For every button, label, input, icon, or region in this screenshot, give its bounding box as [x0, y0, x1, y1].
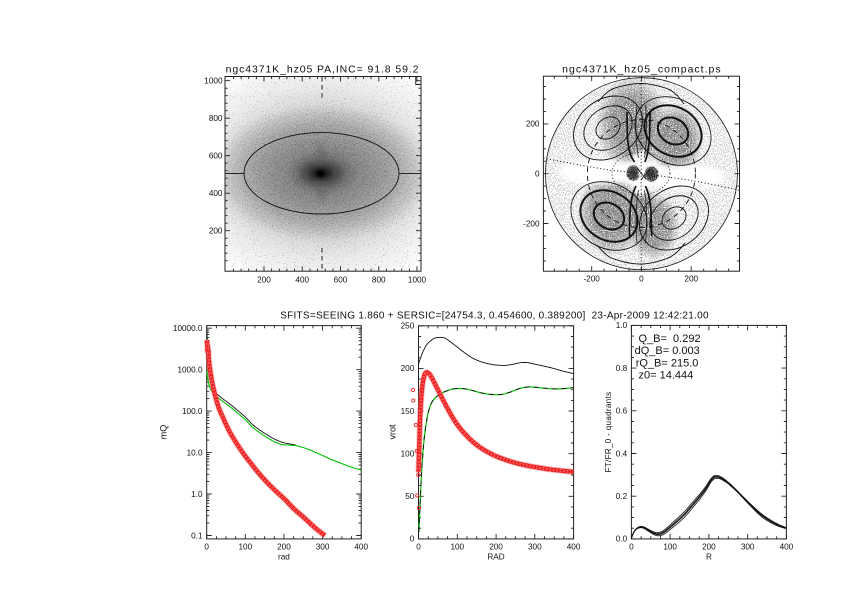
svg-text:-200: -200 [523, 219, 540, 228]
svg-text:0.4: 0.4 [616, 449, 628, 458]
svg-text:vrot: vrot [388, 424, 398, 440]
svg-text:200: 200 [277, 543, 291, 552]
svg-text:SFITS=SEEING 1.860 + SERSIC=[2: SFITS=SEEING 1.860 + SERSIC=[24754.3, 0.… [280, 311, 709, 322]
svg-text:0.0: 0.0 [616, 535, 628, 544]
svg-text:1.0: 1.0 [616, 321, 628, 330]
svg-text:50: 50 [405, 492, 415, 501]
svg-text:RAD: RAD [487, 553, 504, 562]
svg-text:rad: rad [278, 553, 290, 562]
svg-text:0.1: 0.1 [191, 531, 203, 540]
svg-text:10.0: 10.0 [187, 448, 203, 457]
svg-text:200: 200 [489, 543, 503, 552]
svg-text:150: 150 [401, 407, 415, 416]
svg-text:100: 100 [663, 543, 677, 552]
svg-text:0.6: 0.6 [616, 407, 628, 416]
svg-text:100: 100 [401, 449, 415, 458]
svg-text:600: 600 [334, 276, 348, 285]
svg-text:400: 400 [209, 189, 223, 198]
svg-text:rQ_B= 215.0: rQ_B= 215.0 [636, 357, 699, 369]
svg-text:ngc4371K_hz05_compact.ps: ngc4371K_hz05_compact.ps [562, 64, 721, 76]
svg-text:200: 200 [526, 120, 540, 129]
svg-text:0.2: 0.2 [616, 492, 628, 501]
svg-text:100: 100 [238, 543, 252, 552]
svg-text:400: 400 [354, 543, 368, 552]
svg-text:300: 300 [316, 543, 330, 552]
svg-text:0: 0 [410, 535, 415, 544]
svg-text:600: 600 [209, 152, 223, 161]
svg-text:100: 100 [450, 543, 464, 552]
svg-text:-200: -200 [583, 275, 600, 284]
svg-text:10000.0: 10000.0 [173, 324, 203, 333]
svg-text:mQ: mQ [159, 425, 169, 440]
svg-text:1000: 1000 [408, 276, 427, 285]
svg-text:1.0: 1.0 [191, 490, 203, 499]
svg-text:0: 0 [535, 170, 540, 179]
svg-text:800: 800 [209, 114, 223, 123]
svg-text:200: 200 [684, 275, 698, 284]
svg-text:300: 300 [528, 543, 542, 552]
svg-text:400: 400 [567, 543, 581, 552]
svg-text:ngc4371K_hz05 PA,INC= 91.8 59.: ngc4371K_hz05 PA,INC= 91.8 59.2 [226, 64, 420, 76]
svg-text:0: 0 [629, 543, 634, 552]
svg-text:1000.0: 1000.0 [177, 365, 202, 374]
svg-text:FT/FR_0 - quadrants: FT/FR_0 - quadrants [604, 392, 613, 473]
svg-text:200: 200 [257, 276, 271, 285]
svg-text:200: 200 [702, 543, 716, 552]
svg-text:dQ_B= 0.003: dQ_B= 0.003 [635, 345, 700, 357]
svg-text:0: 0 [416, 543, 421, 552]
svg-text:1000: 1000 [204, 77, 223, 86]
svg-text:0: 0 [204, 543, 209, 552]
svg-text:300: 300 [741, 543, 755, 552]
svg-text:800: 800 [372, 276, 386, 285]
svg-text:R: R [706, 553, 712, 562]
svg-text:0.8: 0.8 [616, 364, 628, 373]
svg-text:z0= 14.444: z0= 14.444 [639, 370, 694, 382]
svg-text:Q_B= 0.292: Q_B= 0.292 [639, 333, 701, 345]
svg-text:200: 200 [401, 364, 415, 373]
svg-text:0: 0 [639, 275, 644, 284]
svg-text:100.0: 100.0 [182, 407, 203, 416]
svg-text:250: 250 [401, 322, 415, 331]
svg-text:200: 200 [209, 227, 223, 236]
svg-text:400: 400 [780, 543, 794, 552]
svg-text:400: 400 [295, 276, 309, 285]
